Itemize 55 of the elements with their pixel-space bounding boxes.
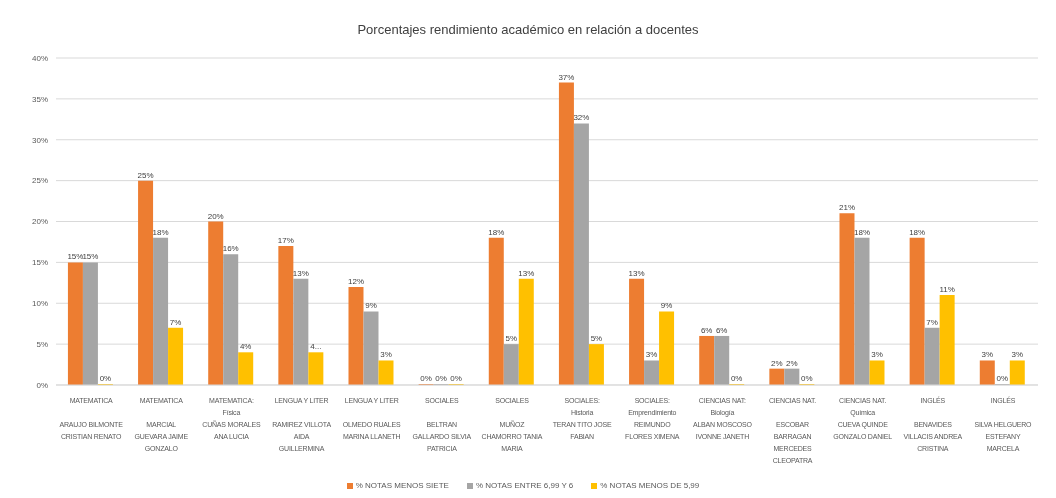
data-label: 17% [277, 236, 294, 246]
data-label: 11% [939, 285, 955, 295]
data-label: 7% [169, 317, 182, 327]
data-label: 0% [420, 374, 432, 383]
data-label: 3% [981, 350, 994, 360]
data-label: 12% [347, 276, 364, 286]
data-label: 3% [1011, 350, 1024, 360]
data-label: 18% [488, 227, 505, 237]
data-label: 3% [871, 350, 883, 360]
y-tick-label: 35% [31, 94, 48, 104]
data-label: 5% [505, 334, 518, 344]
chart-title: Porcentajes rendimiento académico en relación a docentes [356, 21, 700, 38]
data-label: 4% [239, 342, 252, 352]
data-label: 25% [137, 170, 154, 180]
data-label: 13% [518, 268, 535, 278]
data-label: 13% [628, 268, 645, 278]
data-label: 20% [207, 211, 224, 221]
y-tick-label: 5% [36, 339, 48, 349]
y-tick-label: 0% [36, 380, 48, 390]
data-label: 2% [786, 358, 798, 368]
data-label: 18% [853, 227, 870, 237]
data-label: 16% [222, 244, 239, 254]
data-label: 5% [590, 334, 603, 344]
legend-label: % NOTAS ENTRE 6,99 Y 6 [474, 481, 574, 490]
data-label: 3% [645, 350, 658, 360]
data-label: 18% [909, 227, 926, 237]
data-label: 6% [700, 325, 713, 335]
y-tick-label: 15% [31, 258, 48, 268]
y-tick-label: 30% [31, 135, 48, 145]
data-label: 15% [82, 252, 99, 262]
data-label: 15% [67, 252, 84, 262]
data-label: 0% [996, 374, 1009, 383]
data-label: 37% [558, 72, 575, 82]
data-label: 4... [310, 342, 322, 352]
y-tick-label: 20% [31, 217, 48, 227]
y-tick-label: 40% [31, 53, 48, 63]
y-tick-label: 25% [31, 176, 48, 186]
data-label: 3% [380, 350, 392, 360]
data-label: 9% [660, 301, 673, 311]
data-label: 0% [99, 374, 112, 383]
data-label: 2% [771, 358, 783, 368]
data-label: 0% [450, 374, 462, 383]
data-label: 18% [152, 227, 169, 237]
data-label: 0% [801, 374, 813, 383]
data-label: 21% [838, 203, 855, 213]
data-label: 6% [715, 325, 728, 335]
legend-label: % NOTAS MENOS SIETE [354, 481, 449, 490]
data-label: 13% [292, 268, 309, 278]
data-label: 7% [926, 317, 938, 327]
legend-label: % NOTAS MENOS DE 5,99 [599, 481, 700, 490]
data-label: 32% [573, 113, 590, 123]
y-tick-label: 10% [31, 299, 48, 309]
data-label: 0% [435, 374, 447, 383]
data-label: 9% [365, 301, 377, 311]
data-label: 0% [730, 374, 743, 383]
